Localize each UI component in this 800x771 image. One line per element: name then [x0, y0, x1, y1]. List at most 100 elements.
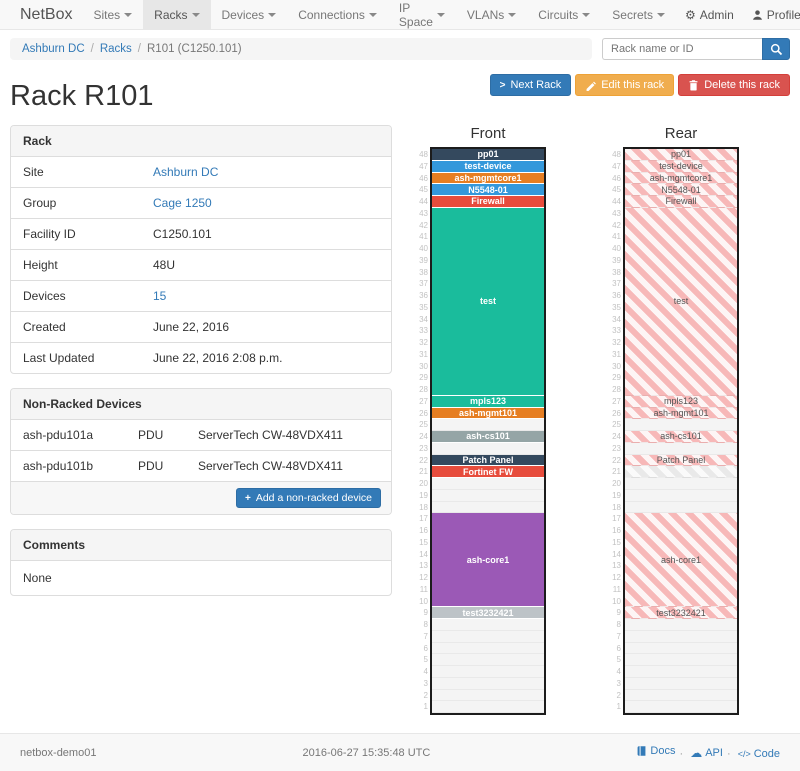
- empty-unit: [432, 630, 544, 643]
- attr-label: Facility ID: [11, 218, 141, 250]
- rack-search-input[interactable]: [602, 38, 762, 60]
- unit-number: 20: [419, 479, 428, 488]
- next-rack-button[interactable]: > Next Rack: [489, 74, 572, 96]
- chevron-down-icon: [582, 12, 591, 17]
- code-icon: </>: [737, 749, 751, 759]
- empty-unit: [625, 442, 737, 455]
- unit-number: 9: [423, 608, 428, 618]
- unit-number: 12: [419, 573, 428, 582]
- device-rear-test[interactable]: test: [625, 207, 737, 396]
- unit-number: 11: [612, 584, 621, 594]
- page-footer: netbox-demo01 2016-06-27 15:35:48 UTC Do…: [0, 733, 800, 771]
- breadcrumb-site-link[interactable]: Ashburn DC: [22, 43, 85, 55]
- unit-number: 28: [419, 385, 428, 394]
- empty-unit: [625, 677, 737, 690]
- device-rear-firewall[interactable]: Firewall: [625, 196, 737, 208]
- device-front-pp01[interactable]: pp01: [432, 149, 544, 161]
- nav-admin[interactable]: ⚙ Admin: [676, 0, 743, 29]
- nav-vlans[interactable]: VLANs: [456, 0, 527, 29]
- devices-count-link[interactable]: 15: [153, 289, 167, 303]
- table-row: Last Updated June 22, 2016 2:08 p.m.: [11, 342, 391, 373]
- nav-circuits-label: Circuits: [538, 7, 579, 22]
- breadcrumb-separator: /: [137, 43, 141, 55]
- unit-number: 36: [419, 291, 428, 300]
- code-link[interactable]: </> Code: [738, 748, 780, 760]
- edit-rack-label: Edit this rack: [601, 79, 665, 91]
- breadcrumb-racks-link[interactable]: Racks: [99, 43, 132, 55]
- chevron-down-icon: [191, 12, 200, 17]
- empty-unit: [625, 654, 737, 666]
- edit-rack-button[interactable]: Edit this rack: [575, 74, 675, 96]
- device-rear-test3232421[interactable]: test3232421: [625, 607, 737, 619]
- unit-number: 45: [419, 185, 428, 195]
- nav-ip-space[interactable]: IP Space: [388, 0, 456, 29]
- device-rear-ash-mgmtcore1[interactable]: ash-mgmtcore1: [625, 172, 737, 185]
- nav-racks[interactable]: Racks: [143, 0, 211, 29]
- empty-unit: [432, 701, 544, 713]
- unit-number: 21: [419, 467, 428, 477]
- device-front-ash-mgmtcore1[interactable]: ash-mgmtcore1: [432, 172, 544, 185]
- attr-label: Devices: [11, 280, 141, 312]
- nav-sites[interactable]: Sites: [82, 0, 143, 29]
- device-rear-test-device[interactable]: test-device: [625, 160, 737, 173]
- api-link[interactable]: ☁ API: [690, 746, 723, 760]
- device-rear-mpls123[interactable]: mpls123: [625, 395, 737, 408]
- nav-circuits[interactable]: Circuits: [527, 0, 601, 29]
- site-link[interactable]: Ashburn DC: [153, 165, 219, 179]
- height-value: 48U: [141, 249, 391, 281]
- device-link[interactable]: ash-pdu101b: [23, 459, 94, 473]
- nav-connections[interactable]: Connections: [287, 0, 388, 29]
- device-front-ash-cs101[interactable]: ash-cs101: [432, 431, 544, 443]
- device-rear-ash-mgmt101[interactable]: ash-mgmt101: [625, 407, 737, 420]
- device-front-ash-core1[interactable]: ash-core1: [432, 513, 544, 608]
- unit-number: 16: [419, 526, 428, 535]
- unit-number: 20: [612, 479, 621, 488]
- front-unit-numbers: 48 47 46 45 44 43 42 41 40 39 38 37 36 35 34 33 32 31 30 29…: [414, 147, 428, 715]
- nav-secrets[interactable]: Secrets: [601, 0, 676, 29]
- unit-number: 17: [612, 514, 621, 524]
- device-front-test[interactable]: test: [432, 207, 544, 396]
- unit-number: 47: [612, 161, 621, 171]
- gear-icon: ⚙: [684, 7, 696, 22]
- device-rear-fortinet-fw[interactable]: [625, 466, 737, 478]
- group-link[interactable]: Cage 1250: [153, 196, 212, 210]
- empty-unit: [625, 701, 737, 713]
- unit-number: 43: [419, 208, 428, 218]
- nonracked-panel: Non-Racked Devices ash-pdu101a PDU Serve…: [10, 388, 392, 515]
- device-front-mpls123[interactable]: mpls123: [432, 395, 544, 408]
- delete-rack-button[interactable]: Delete this rack: [678, 74, 790, 96]
- device-front-patch-panel[interactable]: Patch Panel: [432, 454, 544, 467]
- rack-panel-title: Rack: [11, 126, 391, 157]
- rack-search: [602, 38, 790, 60]
- table-row: ash-pdu101a PDU ServerTech CW-48VDX411: [11, 420, 391, 451]
- device-rear-ash-core1[interactable]: ash-core1: [625, 513, 737, 608]
- device-rear-n5548-01[interactable]: N5548-01: [625, 184, 737, 196]
- comments-panel: Comments None: [10, 529, 392, 596]
- device-front-n5548-01[interactable]: N5548-01: [432, 184, 544, 196]
- netbox-brand[interactable]: NetBox: [20, 5, 73, 23]
- device-front-fortinet-fw[interactable]: Fortinet FW: [432, 466, 544, 478]
- unit-number: 44: [612, 197, 621, 206]
- unit-number: 1: [423, 702, 428, 712]
- device-front-firewall[interactable]: Firewall: [432, 196, 544, 208]
- unit-number: 6: [616, 643, 621, 653]
- device-front-test-device[interactable]: test-device: [432, 160, 544, 173]
- device-link[interactable]: ash-pdu101a: [23, 428, 94, 442]
- nav-devices[interactable]: Devices: [211, 0, 288, 29]
- nav-profile[interactable]: Profile: [743, 0, 800, 29]
- device-rear-patch-panel[interactable]: Patch Panel: [625, 454, 737, 467]
- rear-elevation: Rear 48 47 46 45 44 43 42 41 40 39 38 37 36 35 34 33 32 3…: [607, 125, 739, 715]
- device-front-test3232421[interactable]: test3232421: [432, 607, 544, 619]
- unit-number: 8: [423, 620, 428, 629]
- device-rear-ash-cs101[interactable]: ash-cs101: [625, 431, 737, 443]
- add-nonracked-device-button[interactable]: + Add a non-racked device: [236, 488, 381, 508]
- device-front-ash-mgmt101[interactable]: ash-mgmt101: [432, 407, 544, 420]
- docs-link[interactable]: Docs: [636, 745, 675, 757]
- rack-search-button[interactable]: [762, 38, 790, 60]
- empty-unit: [432, 619, 544, 631]
- nav-profile-label: Profile: [766, 7, 800, 22]
- device-rear-pp01[interactable]: pp01: [625, 149, 737, 161]
- unit-number: 25: [419, 420, 428, 430]
- unit-number: 3: [423, 678, 428, 688]
- chevron-right-icon: >: [499, 79, 506, 91]
